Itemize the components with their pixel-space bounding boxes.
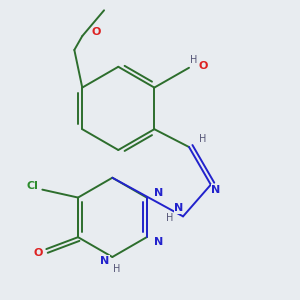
Text: O: O bbox=[92, 27, 101, 37]
Text: O: O bbox=[198, 61, 208, 71]
Text: N: N bbox=[100, 256, 109, 266]
Text: Cl: Cl bbox=[26, 181, 38, 191]
Text: H: H bbox=[112, 264, 120, 274]
Text: H: H bbox=[190, 55, 198, 65]
Text: N: N bbox=[211, 184, 220, 195]
Text: N: N bbox=[175, 203, 184, 214]
Text: N: N bbox=[154, 237, 163, 247]
Text: H: H bbox=[166, 213, 173, 224]
Text: N: N bbox=[154, 188, 163, 198]
Text: H: H bbox=[199, 134, 207, 144]
Text: O: O bbox=[34, 248, 43, 258]
